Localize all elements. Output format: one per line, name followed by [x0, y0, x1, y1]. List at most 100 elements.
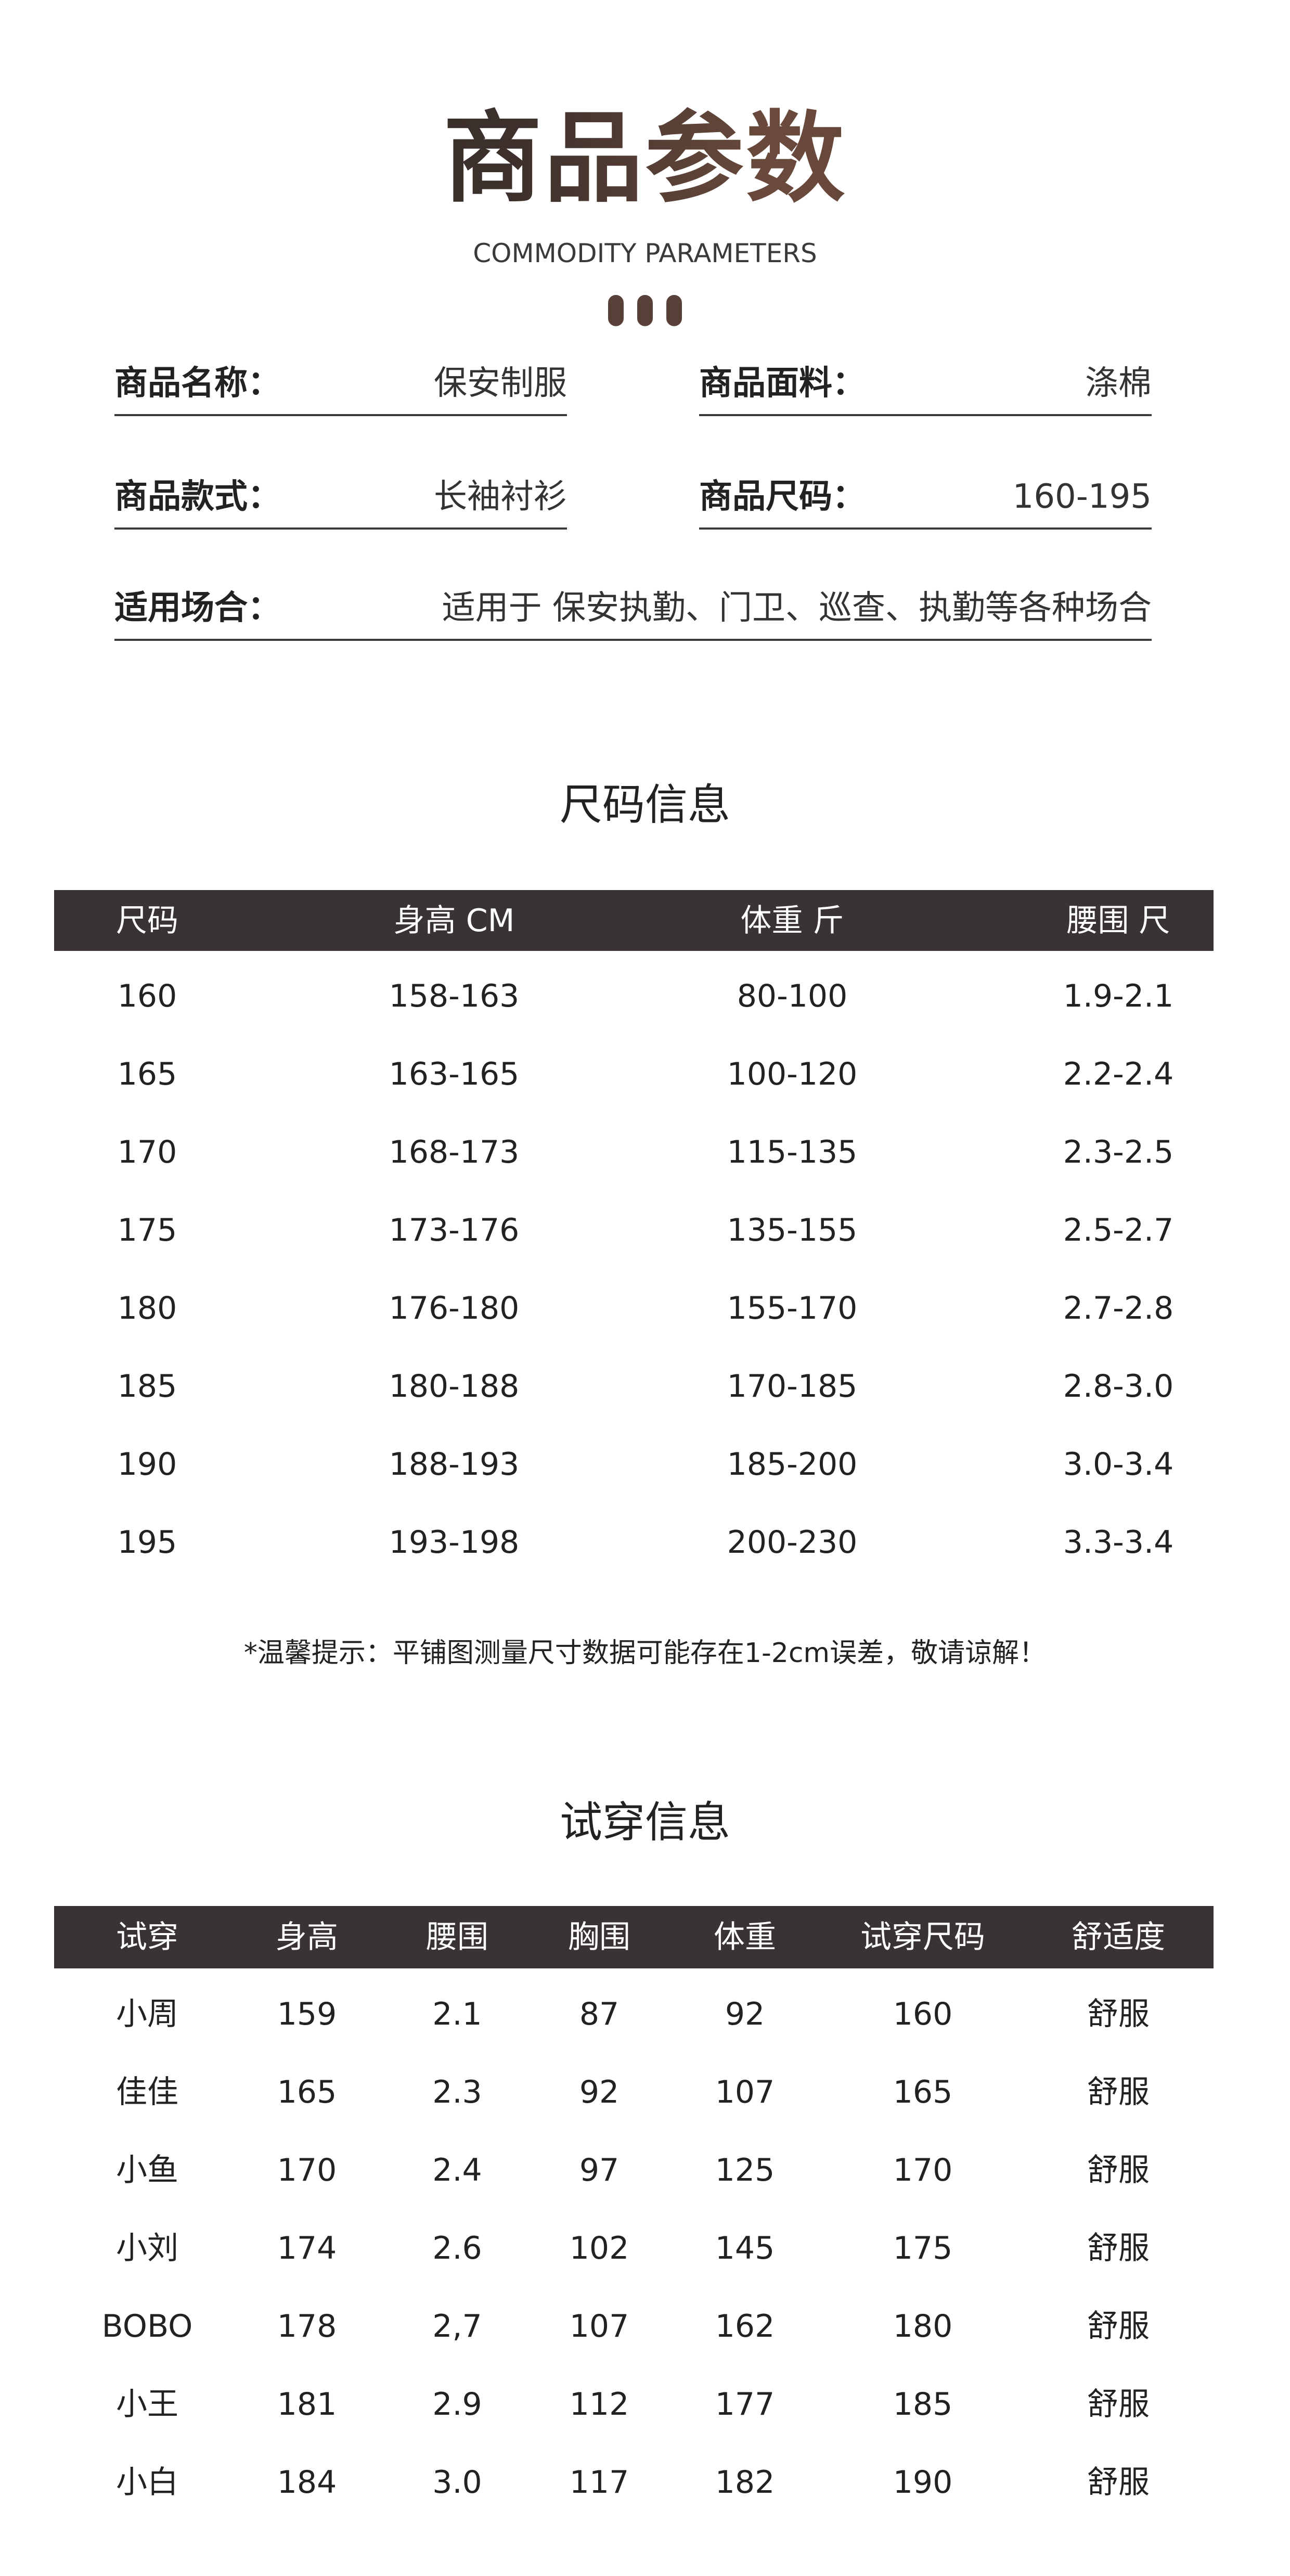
table-cell: 3.0-3.4	[1063, 1446, 1174, 1483]
table-cell: 舒服	[1087, 2230, 1150, 2266]
table-cell: 163-165	[389, 1056, 520, 1092]
column-header: 腰围	[426, 1919, 488, 1955]
table-cell: 200-230	[727, 1524, 858, 1561]
table-cell: 181	[277, 2386, 337, 2423]
table-cell: 190	[893, 2464, 953, 2501]
table-cell: 舒服	[1087, 2152, 1150, 2188]
table-cell: 115-135	[727, 1134, 858, 1170]
param-occasion: 适用场合： 适用于 保安执勤、门卫、巡查、执勤等各种场合	[114, 590, 1152, 641]
table-row: 小白 184 3.0 117 182 190 舒服	[0, 2456, 1290, 2508]
tryon-info-title: 试穿信息	[559, 1798, 730, 1847]
param-size: 商品尺码： 160-195	[699, 479, 1152, 530]
table-cell: 2.3-2.5	[1063, 1134, 1174, 1170]
column-header: 体重	[714, 1919, 776, 1955]
table-cell: 107	[569, 2308, 629, 2345]
table-cell: 175	[117, 1212, 177, 1248]
param-label: 商品款式：	[114, 478, 281, 516]
table-cell: 107	[715, 2074, 775, 2110]
table-cell: 184	[277, 2464, 337, 2501]
table-row: BOBO 178 2,7 107 162 180 舒服	[0, 2300, 1290, 2352]
table-cell: 80-100	[737, 978, 848, 1014]
table-cell: 185	[117, 1368, 177, 1405]
table-cell: 125	[715, 2152, 775, 2188]
param-fabric: 商品面料： 涤棉	[699, 365, 1152, 416]
table-row: 185 180-188 170-185 2.8-3.0	[0, 1360, 1290, 1412]
param-name: 商品名称： 保安制服	[114, 365, 567, 416]
table-cell: 3.0	[432, 2464, 482, 2501]
param-label: 商品尺码：	[699, 478, 866, 516]
table-row: 190 188-193 185-200 3.0-3.4	[0, 1438, 1290, 1490]
table-cell: 176-180	[389, 1290, 520, 1326]
table-cell: 2.7-2.8	[1063, 1290, 1174, 1326]
table-cell: 165	[117, 1056, 177, 1092]
table-row: 小刘 174 2.6 102 145 175 舒服	[0, 2222, 1290, 2274]
table-cell: 170	[893, 2152, 953, 2188]
dot-icon	[608, 295, 624, 326]
table-cell: 3.3-3.4	[1063, 1524, 1174, 1561]
table-cell: 165	[893, 2074, 953, 2110]
table-cell: 小王	[116, 2386, 178, 2423]
table-cell: 168-173	[389, 1134, 520, 1170]
column-header: 身高	[276, 1919, 338, 1955]
table-cell: 92	[579, 2074, 620, 2110]
table-row: 佳佳 165 2.3 92 107 165 舒服	[0, 2066, 1290, 2118]
table-cell: 180	[893, 2308, 953, 2345]
param-value: 保安制服	[434, 364, 567, 403]
table-cell: 97	[579, 2152, 620, 2188]
size-info-title: 尺码信息	[559, 780, 730, 830]
table-row: 180 176-180 155-170 2.7-2.8	[0, 1282, 1290, 1334]
table-cell: 佳佳	[116, 2074, 178, 2110]
size-table-header: 尺码 身高 CM 体重 斤 腰围 尺	[54, 890, 1214, 951]
column-header: 试穿尺码	[860, 1919, 985, 1955]
table-cell: 170	[277, 2152, 337, 2188]
table-cell: 174	[277, 2230, 337, 2266]
table-cell: 112	[569, 2386, 629, 2423]
table-cell: 117	[569, 2464, 629, 2501]
table-row: 小周 159 2.1 87 92 160 舒服	[0, 1988, 1290, 2040]
table-cell: 舒服	[1087, 1996, 1150, 2032]
table-row: 小鱼 170 2.4 97 125 170 舒服	[0, 2144, 1290, 2196]
table-cell: 2.9	[432, 2386, 482, 2423]
tryon-table-header: 试穿 身高 腰围 胸围 体重 试穿尺码 舒适度	[54, 1906, 1214, 1968]
table-cell: 155-170	[727, 1290, 858, 1326]
table-cell: 2.3	[432, 2074, 482, 2110]
table-cell: 193-198	[389, 1524, 520, 1561]
table-cell: 2.1	[432, 1996, 482, 2032]
table-cell: 100-120	[727, 1056, 858, 1092]
table-cell: 小刘	[116, 2230, 178, 2266]
param-value: 涤棉	[1085, 364, 1152, 403]
table-cell: 87	[579, 1996, 620, 2032]
dot-icon	[637, 295, 653, 326]
table-cell: 160	[893, 1996, 953, 2032]
table-cell: 175	[893, 2230, 953, 2266]
table-cell: 2.4	[432, 2152, 482, 2188]
column-header: 胸围	[568, 1919, 630, 1955]
table-cell: 177	[715, 2386, 775, 2423]
decorative-dots	[0, 295, 1290, 326]
table-cell: BOBO	[101, 2308, 193, 2345]
table-cell: 2,7	[432, 2308, 482, 2345]
param-label: 商品面料：	[699, 364, 866, 403]
table-cell: 190	[117, 1446, 177, 1483]
dot-icon	[666, 295, 682, 326]
table-cell: 舒服	[1087, 2308, 1150, 2345]
param-label: 适用场合：	[114, 589, 281, 627]
size-note: *温馨提示：平铺图测量尺寸数据可能存在1-2cm误差，敬请谅解！	[243, 1638, 1047, 1669]
table-cell: 135-155	[727, 1212, 858, 1248]
table-cell: 2.8-3.0	[1063, 1368, 1174, 1405]
table-cell: 178	[277, 2308, 337, 2345]
table-cell: 195	[117, 1524, 177, 1561]
table-row: 175 173-176 135-155 2.5-2.7	[0, 1204, 1290, 1256]
table-cell: 2.6	[432, 2230, 482, 2266]
page-subtitle: COMMODITY PARAMETERS	[473, 238, 817, 268]
table-cell: 182	[715, 2464, 775, 2501]
table-cell: 170-185	[727, 1368, 858, 1405]
param-value: 160-195	[1012, 478, 1152, 516]
table-cell: 185	[893, 2386, 953, 2423]
table-row: 165 163-165 100-120 2.2-2.4	[0, 1048, 1290, 1100]
param-value: 长袖衬衫	[434, 478, 567, 516]
table-cell: 188-193	[389, 1446, 520, 1483]
column-header: 身高 CM	[393, 902, 515, 939]
table-cell: 162	[715, 2308, 775, 2345]
column-header: 腰围 尺	[1066, 902, 1170, 939]
